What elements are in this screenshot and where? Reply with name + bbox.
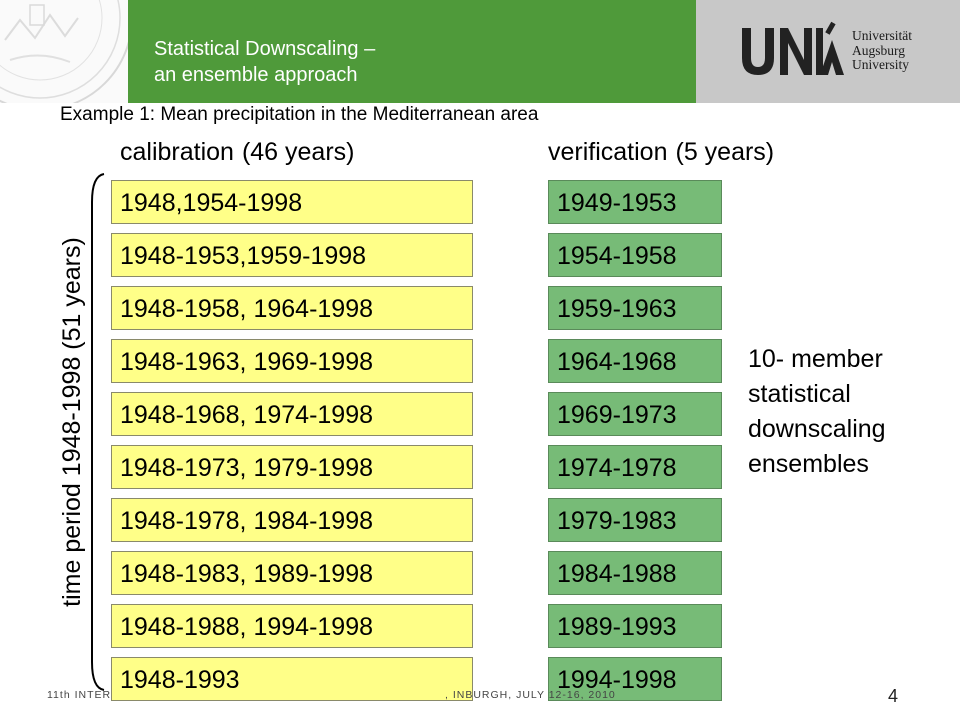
footer-right-text: , INBURGH, JULY 12-16, 2010 bbox=[445, 689, 616, 701]
time-period-label: time period 1948-1998 (51 years) bbox=[58, 237, 86, 607]
verification-period-2: 1954-1958 bbox=[548, 233, 722, 277]
slide-title-line-2: an ensemble approach bbox=[154, 64, 358, 86]
verification-period-1: 1949-1953 bbox=[548, 180, 722, 224]
verification-period-8: 1984-1988 bbox=[548, 551, 722, 595]
calibration-period-10: 1948-1993 bbox=[111, 657, 473, 701]
slide-title-line-1: Statistical Downscaling – bbox=[154, 38, 376, 60]
calibration-period-1: 1948,1954-1998 bbox=[111, 180, 473, 224]
calibration-period-2: 1948-1953,1959-1998 bbox=[111, 233, 473, 277]
slide-subtitle: Example 1: Mean precipitation in the Med… bbox=[60, 104, 539, 125]
verification-period-9: 1989-1993 bbox=[548, 604, 722, 648]
time-period-bracket bbox=[91, 173, 105, 691]
calibration-period-3: 1948-1958, 1964-1998 bbox=[111, 286, 473, 330]
verification-period-6: 1974-1978 bbox=[548, 445, 722, 489]
uni-augsburg-logo-icon bbox=[742, 21, 844, 75]
university-name: Universität Augsburg University bbox=[852, 28, 912, 72]
calibration-period-7: 1948-1978, 1984-1998 bbox=[111, 498, 473, 542]
verification-period-4: 1964-1968 bbox=[548, 339, 722, 383]
verification-period-3: 1959-1963 bbox=[548, 286, 722, 330]
calibration-period-8: 1948-1983, 1989-1998 bbox=[111, 551, 473, 595]
calibration-period-9: 1948-1988, 1994-1998 bbox=[111, 604, 473, 648]
calibration-period-4: 1948-1963, 1969-1998 bbox=[111, 339, 473, 383]
title-banner: Statistical Downscaling – an ensemble ap… bbox=[128, 0, 696, 103]
university-seal bbox=[0, 0, 128, 103]
verification-heading: verification (5 years) bbox=[548, 138, 775, 166]
footer-left-text: 11th INTER bbox=[47, 689, 112, 701]
verification-period-7: 1979-1983 bbox=[548, 498, 722, 542]
calibration-period-5: 1948-1968, 1974-1998 bbox=[111, 392, 473, 436]
university-logo-panel: Universität Augsburg University bbox=[696, 0, 960, 103]
verification-period-10: 1994-1998 bbox=[548, 657, 722, 701]
verification-period-5: 1969-1973 bbox=[548, 392, 722, 436]
ensemble-note: 10- member statistical downscaling ensem… bbox=[748, 345, 886, 478]
calibration-heading: calibration (46 years) bbox=[120, 138, 355, 166]
page-number: 4 bbox=[888, 686, 899, 706]
calibration-period-6: 1948-1973, 1979-1998 bbox=[111, 445, 473, 489]
